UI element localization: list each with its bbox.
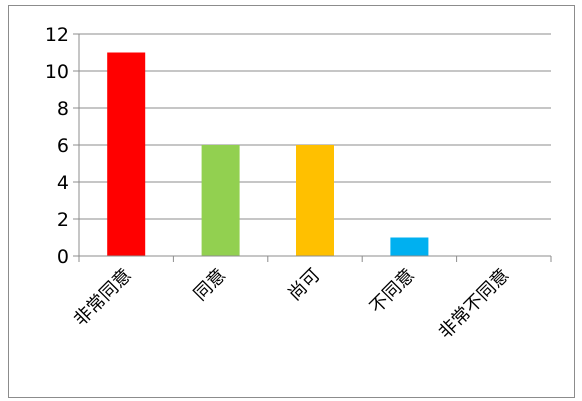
y-tick-label: 10 bbox=[45, 61, 69, 83]
y-tick-label: 0 bbox=[57, 246, 69, 268]
bar-2 bbox=[201, 145, 240, 256]
y-tick-label: 12 bbox=[45, 24, 69, 46]
y-tick-label: 4 bbox=[57, 172, 69, 194]
bar-1 bbox=[107, 52, 146, 256]
x-tick-label: 同意 bbox=[190, 265, 230, 305]
y-tick-labels: 0 2 4 6 8 10 12 bbox=[45, 24, 69, 268]
axes bbox=[73, 33, 552, 262]
bar-4 bbox=[390, 237, 429, 256]
y-tick-label: 8 bbox=[57, 98, 69, 120]
bar-3 bbox=[296, 145, 334, 256]
bars bbox=[107, 52, 429, 256]
gridlines bbox=[79, 33, 551, 220]
y-tick-label: 2 bbox=[57, 209, 69, 231]
x-tick-label: 尚可 bbox=[284, 265, 324, 305]
y-tick-label: 6 bbox=[57, 135, 69, 157]
x-tick-label: 非常不同意 bbox=[435, 265, 513, 343]
x-tick-labels: 非常同意 同意 尚可 不同意 非常不同意 bbox=[70, 265, 513, 343]
x-tick-label: 非常同意 bbox=[70, 265, 136, 331]
x-tick-label: 不同意 bbox=[366, 265, 419, 318]
